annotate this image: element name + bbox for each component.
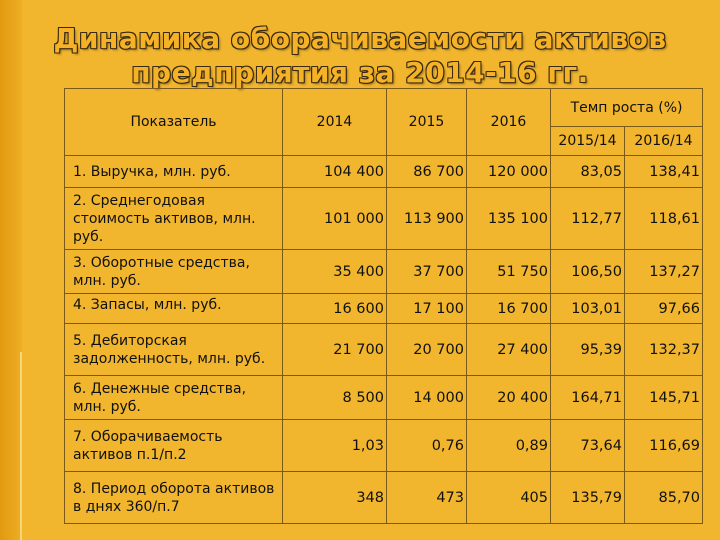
cell-2016: 16 700 xyxy=(466,293,551,324)
cell-growth-2015-14: 135,79 xyxy=(550,471,625,524)
row-label: 5. Дебиторская задолженность, млн. руб. xyxy=(64,323,283,376)
row-label: 7. Оборачиваемость активов п.1/п.2 xyxy=(64,419,283,472)
row-label: 8. Период оборота активов в днях 360/п.7 xyxy=(64,471,283,524)
cell-2016: 51 750 xyxy=(466,249,551,294)
cell-growth-2015-14: 106,50 xyxy=(550,249,625,294)
cell-2014: 35 400 xyxy=(282,249,387,294)
header-indicator: Показатель xyxy=(64,88,283,156)
cell-2014: 104 400 xyxy=(282,155,387,188)
cell-2016: 20 400 xyxy=(466,375,551,420)
cell-growth-2015-14: 95,39 xyxy=(550,323,625,376)
cell-2015: 37 700 xyxy=(386,249,467,294)
header-year-2016: 2016 xyxy=(466,88,551,156)
row-label: 6. Денежные средства, млн. руб. xyxy=(64,375,283,420)
cell-2015: 17 100 xyxy=(386,293,467,324)
cell-growth-2016-14: 138,41 xyxy=(623,155,704,188)
header-row: Показатель 2014 2015 2016 Темп роста (%) xyxy=(64,88,704,156)
header-subrow: 2015/14 2016/14 xyxy=(65,126,704,156)
cell-2016: 405 xyxy=(466,471,551,524)
cell-growth-2016-14: 137,27 xyxy=(623,249,704,294)
cell-2015: 0,76 xyxy=(386,419,467,472)
table-row: 4. Запасы, млн. руб. 16 600 17 100 16 70… xyxy=(64,293,704,324)
row-label: 4. Запасы, млн. руб. xyxy=(64,293,283,324)
cell-growth-2015-14: 83,05 xyxy=(550,155,625,188)
row-label: 2. Среднегодовая стоимость активов, млн.… xyxy=(64,187,283,250)
slide-title-line-2: предприятия за 2014-16 гг. xyxy=(131,56,589,89)
cell-growth-2016-14: 97,66 xyxy=(623,293,704,324)
cell-growth-2015-14: 73,64 xyxy=(550,419,625,472)
cell-2014: 101 000 xyxy=(282,187,387,250)
table-row: 7. Оборачиваемость активов п.1/п.2 1,03 … xyxy=(64,419,704,472)
cell-2015: 86 700 xyxy=(386,155,467,188)
cell-2016: 0,89 xyxy=(466,419,551,472)
table-row: 5. Дебиторская задолженность, млн. руб. … xyxy=(64,323,704,376)
cell-growth-2015-14: 112,77 xyxy=(550,187,625,250)
table-row: 2. Среднегодовая стоимость активов, млн.… xyxy=(64,187,704,250)
left-decorative-band xyxy=(0,0,22,540)
cell-growth-2015-14: 164,71 xyxy=(550,375,625,420)
header-year-2014: 2014 xyxy=(282,88,387,156)
cell-2014: 348 xyxy=(282,471,387,524)
asset-turnover-table: Показатель 2014 2015 2016 Темп роста (%)… xyxy=(64,88,704,524)
cell-2014: 8 500 xyxy=(282,375,387,420)
header-growth-2016-14: 2016/14 xyxy=(623,126,704,156)
left-decorative-line xyxy=(20,352,22,540)
cell-2016: 135 100 xyxy=(466,187,551,250)
row-label: 3. Оборотные средства, млн. руб. xyxy=(64,249,283,294)
table-row: 3. Оборотные средства, млн. руб. 35 400 … xyxy=(64,249,704,294)
cell-growth-2016-14: 85,70 xyxy=(623,471,704,524)
cell-growth-2016-14: 118,61 xyxy=(623,187,704,250)
header-growth-2015-14: 2015/14 xyxy=(550,126,625,156)
cell-2016: 120 000 xyxy=(466,155,551,188)
header-year-2015: 2015 xyxy=(386,88,467,156)
cell-growth-2015-14: 103,01 xyxy=(550,293,625,324)
cell-2014: 1,03 xyxy=(282,419,387,472)
cell-2016: 27 400 xyxy=(466,323,551,376)
cell-growth-2016-14: 145,71 xyxy=(623,375,704,420)
cell-2014: 16 600 xyxy=(282,293,387,324)
table-row: 1. Выручка, млн. руб. 104 400 86 700 120… xyxy=(64,155,704,188)
row-label: 1. Выручка, млн. руб. xyxy=(64,155,283,188)
cell-2015: 113 900 xyxy=(386,187,467,250)
cell-2015: 473 xyxy=(386,471,467,524)
slide-title-line-1: Динамика оборачиваемости активов xyxy=(53,22,667,55)
cell-2014: 21 700 xyxy=(282,323,387,376)
slide-title: Динамика оборачиваемости активов предпри… xyxy=(0,22,720,90)
table-row: 8. Период оборота активов в днях 360/п.7… xyxy=(64,471,704,524)
header-growth-rate: Темп роста (%) xyxy=(549,88,704,127)
table-row: 6. Денежные средства, млн. руб. 8 500 14… xyxy=(64,375,704,420)
cell-growth-2016-14: 132,37 xyxy=(623,323,704,376)
cell-growth-2016-14: 116,69 xyxy=(623,419,704,472)
cell-2015: 20 700 xyxy=(386,323,467,376)
cell-2015: 14 000 xyxy=(386,375,467,420)
